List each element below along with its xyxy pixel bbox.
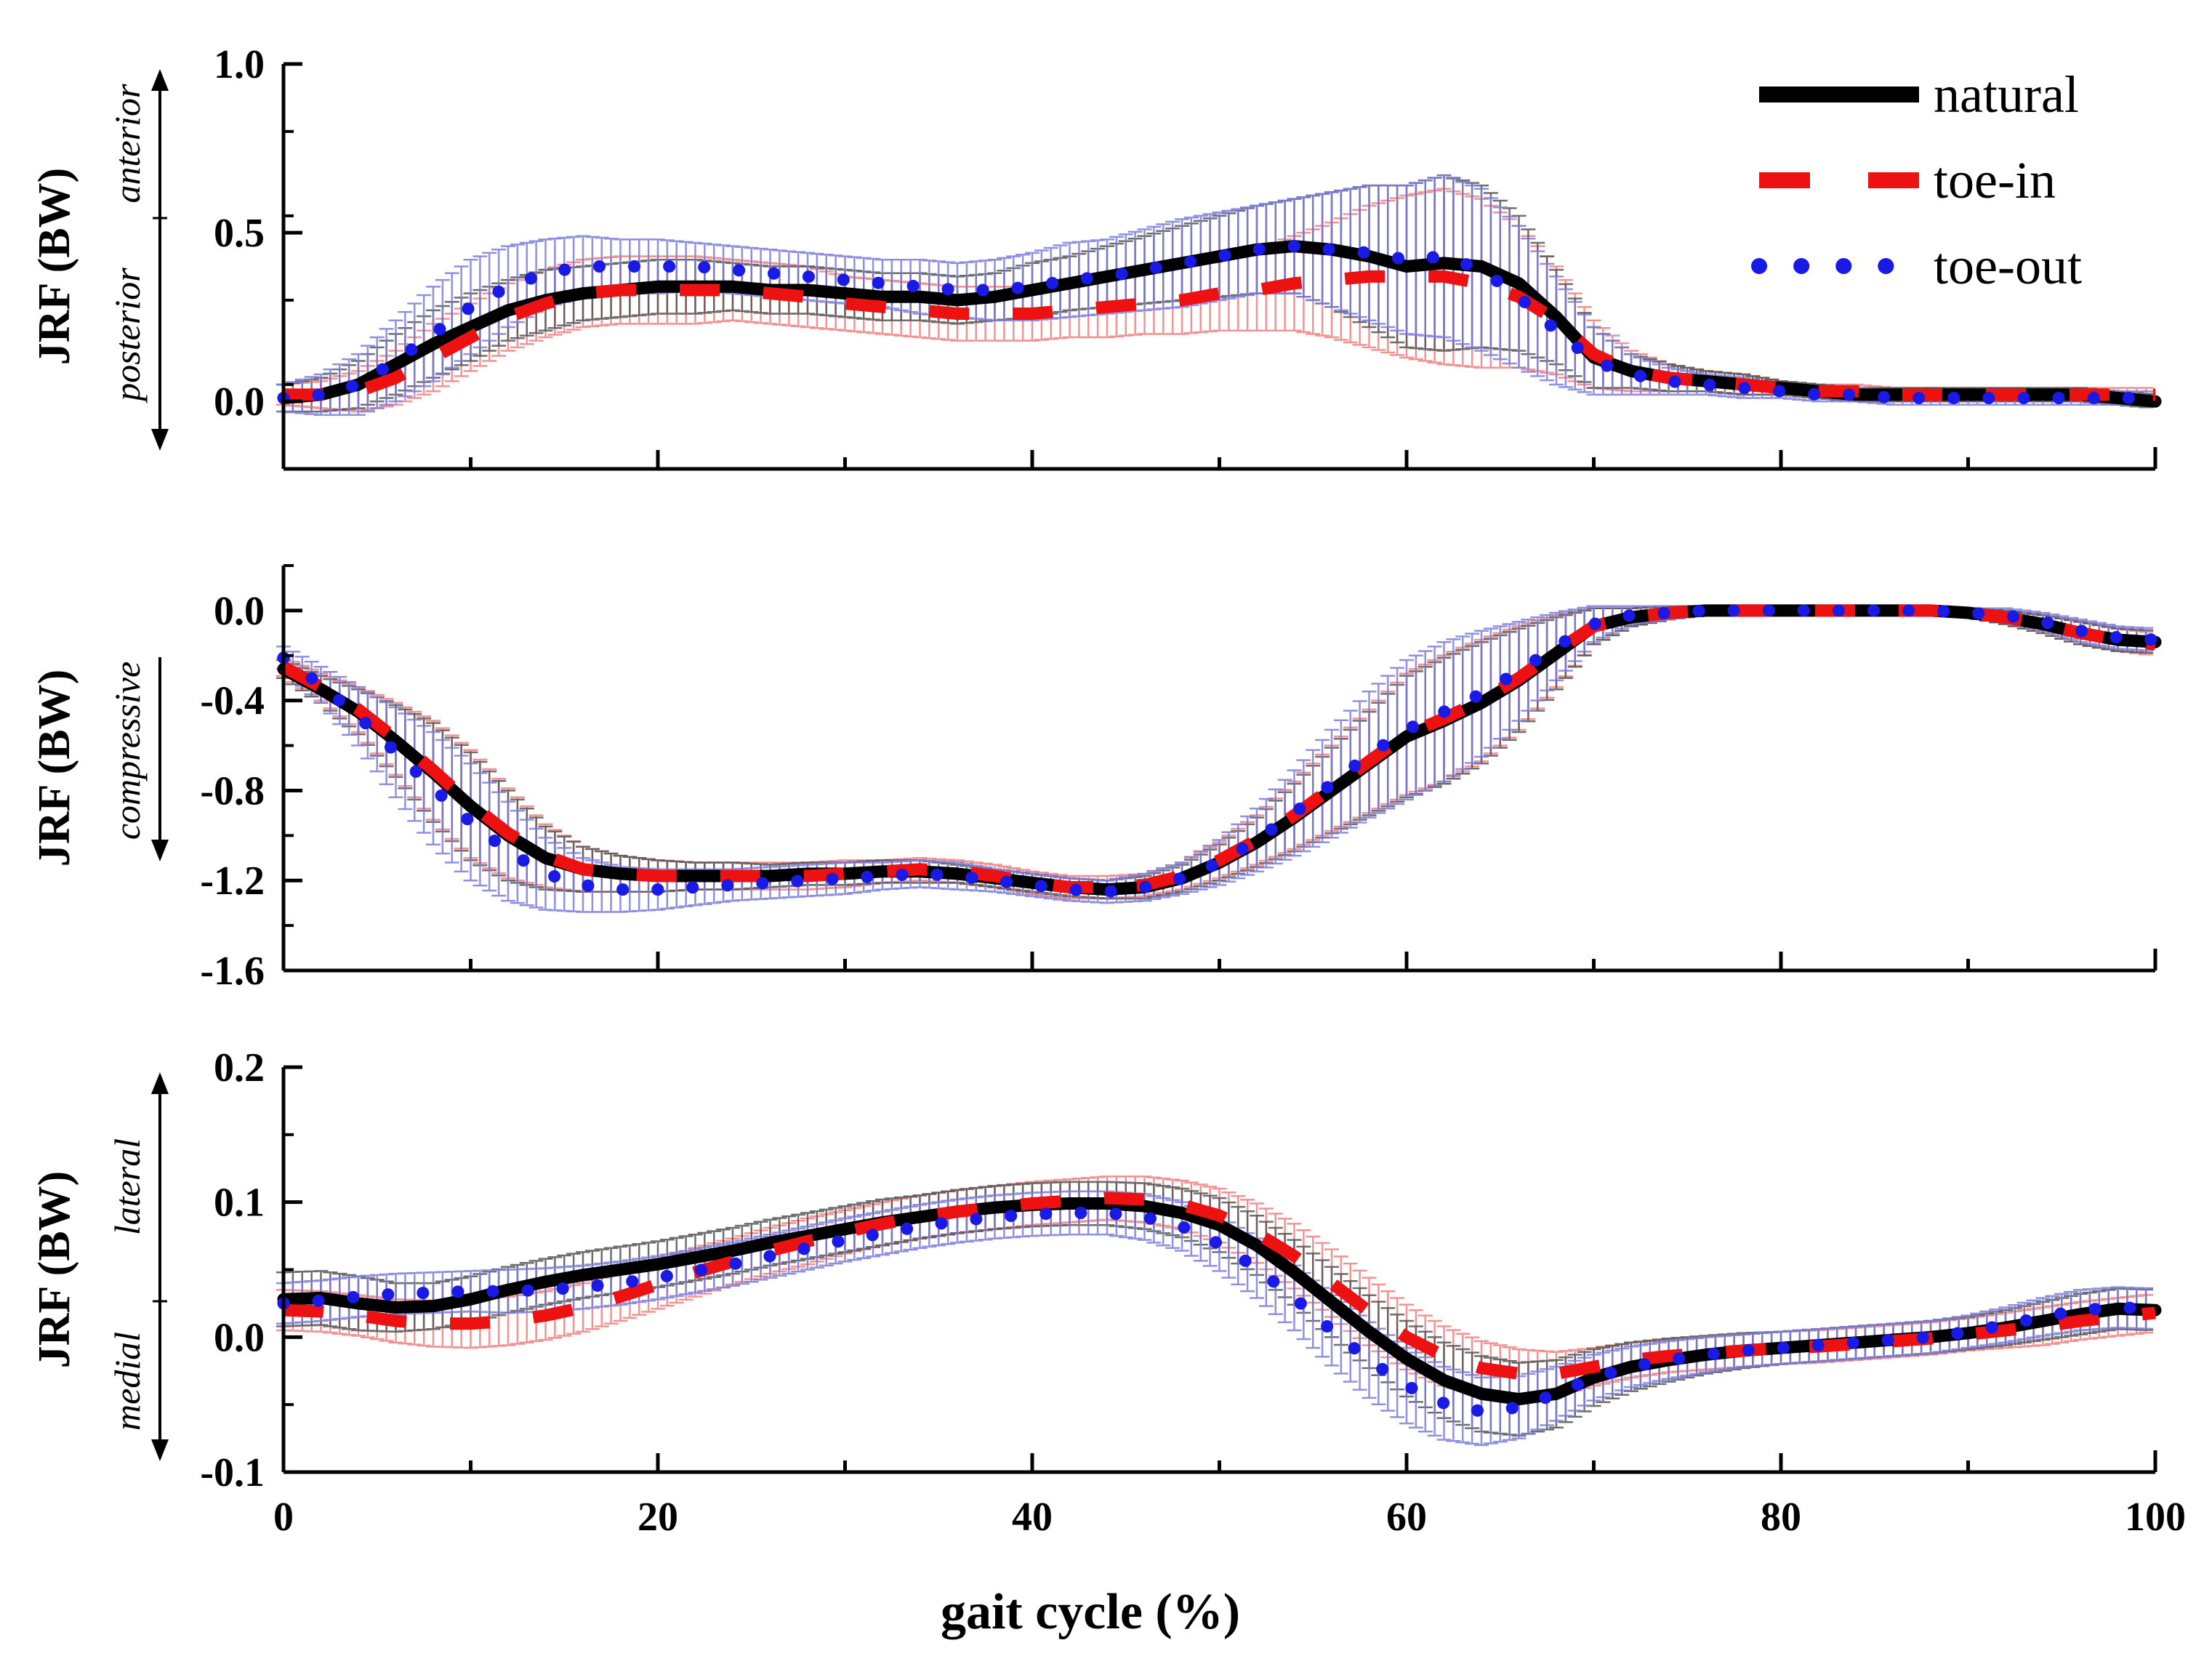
- y-tick-label: 0.5: [214, 211, 265, 256]
- y-tick-label: 0.0: [214, 379, 265, 425]
- direction-label-positive: anterior: [107, 84, 148, 203]
- panel-anterior_posterior: 0.0 0.5 1.0 JRF (BW) anterior posterior: [30, 42, 2162, 471]
- y-tick-label: 0.0: [214, 589, 265, 634]
- direction-label-negative: compressive: [107, 662, 148, 840]
- y-tick-label: 1.0: [214, 42, 265, 87]
- direction-arrow-down: [151, 840, 169, 861]
- direction-arrow-up: [151, 69, 169, 91]
- direction-label-negative: posterior: [107, 268, 148, 403]
- y-tick-label: -1.6: [200, 949, 265, 994]
- series-line-toe-out: [277, 240, 2162, 404]
- panel-compressive: 0.0 -0.4 -0.8 -1.2 -1.6 JRF (BW) compressive: [30, 564, 2162, 994]
- direction-arrow-down: [151, 429, 169, 451]
- chart-panels: 0.0 0.5 1.0 JRF (BW) anterior posterior 0.0 -0.…: [30, 42, 2186, 1540]
- series-line-toe-in: [283, 270, 2155, 401]
- y-axis-label: JRF (BW): [30, 670, 79, 867]
- y-tick-label: -0.8: [200, 768, 265, 813]
- series-line-toe-out: [277, 604, 2162, 899]
- y-axis-label: JRF (BW): [30, 168, 79, 366]
- y-tick-label: -1.2: [200, 859, 265, 904]
- y-tick-label: -0.4: [200, 679, 265, 724]
